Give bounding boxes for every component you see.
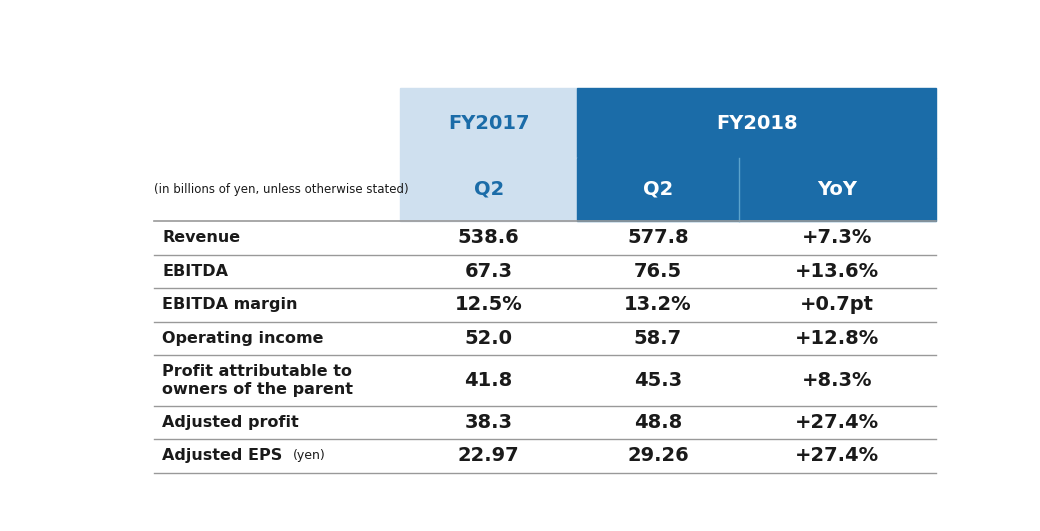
Bar [738,158,936,221]
Text: 12.5%: 12.5% [454,295,522,314]
Bar [400,88,577,158]
Text: (yen): (yen) [293,449,326,463]
Text: Q2: Q2 [473,180,503,199]
Bar [400,158,577,221]
Text: 38.3: 38.3 [465,413,513,432]
Text: +13.6%: +13.6% [796,262,880,281]
Text: 538.6: 538.6 [458,228,520,247]
Text: 29.26: 29.26 [627,447,688,465]
Text: +7.3%: +7.3% [802,228,873,247]
Text: Adjusted EPS: Adjusted EPS [162,448,288,464]
Text: +12.8%: +12.8% [796,329,880,348]
Text: EBITDA: EBITDA [162,264,228,279]
Text: 58.7: 58.7 [633,329,682,348]
Text: 22.97: 22.97 [458,447,520,465]
Text: 67.3: 67.3 [465,262,513,281]
Text: Operating income: Operating income [162,331,323,346]
Text: Q2: Q2 [643,180,673,199]
Text: 52.0: 52.0 [465,329,513,348]
Text: 76.5: 76.5 [633,262,682,281]
Text: 41.8: 41.8 [465,371,513,390]
Bar [577,88,936,158]
Bar [577,158,738,221]
Text: 577.8: 577.8 [627,228,688,247]
Text: FY2018: FY2018 [716,114,798,133]
Text: +27.4%: +27.4% [796,447,880,465]
Text: FY2017: FY2017 [448,114,529,133]
Text: EBITDA margin: EBITDA margin [162,297,297,312]
Text: 13.2%: 13.2% [624,295,692,314]
Text: YoY: YoY [817,180,857,199]
Text: +0.7pt: +0.7pt [800,295,875,314]
Text: Profit attributable to
owners of the parent: Profit attributable to owners of the par… [162,364,354,397]
Text: +27.4%: +27.4% [796,413,880,432]
Text: Revenue: Revenue [162,230,240,245]
Text: Adjusted profit: Adjusted profit [162,415,298,430]
Text: (in billions of yen, unless otherwise stated): (in billions of yen, unless otherwise st… [154,183,409,196]
Text: 48.8: 48.8 [633,413,682,432]
Text: 45.3: 45.3 [633,371,682,390]
Text: +8.3%: +8.3% [802,371,873,390]
